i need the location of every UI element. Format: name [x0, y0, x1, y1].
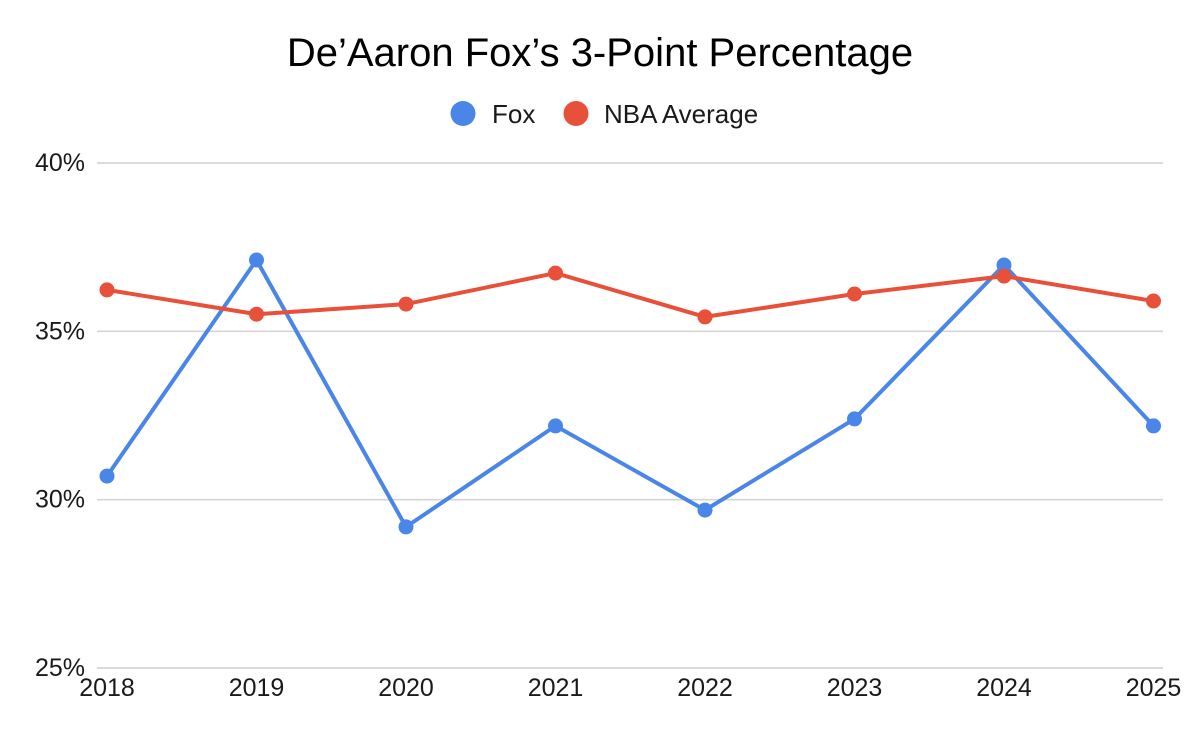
svg-text:NBA Average: NBA Average [604, 99, 758, 129]
svg-text:2024: 2024 [976, 674, 1032, 702]
svg-text:25%: 25% [35, 654, 85, 682]
svg-text:2019: 2019 [229, 674, 285, 702]
svg-text:40%: 40% [35, 149, 85, 177]
svg-text:30%: 30% [35, 486, 85, 514]
svg-text:35%: 35% [35, 317, 85, 345]
svg-text:2025: 2025 [1126, 674, 1182, 702]
svg-text:2018: 2018 [79, 674, 135, 702]
svg-text:2020: 2020 [378, 674, 434, 702]
svg-text:2021: 2021 [528, 674, 584, 702]
svg-text:2023: 2023 [827, 674, 883, 702]
svg-text:Fox: Fox [492, 99, 535, 129]
svg-text:2022: 2022 [677, 674, 733, 702]
